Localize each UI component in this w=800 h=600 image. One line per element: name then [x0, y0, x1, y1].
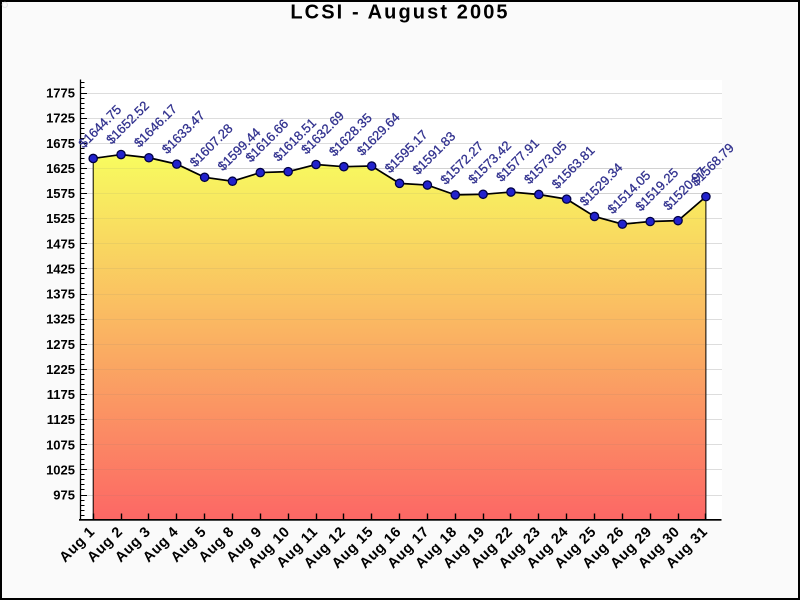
svg-text:1325: 1325	[46, 312, 75, 327]
svg-text:1575: 1575	[46, 186, 75, 201]
svg-text:LCSI - August 2005: LCSI - August 2005	[290, 2, 509, 24]
svg-text:1275: 1275	[46, 337, 75, 352]
svg-text:1775: 1775	[46, 86, 75, 101]
svg-text:1225: 1225	[46, 362, 75, 377]
svg-text:1075: 1075	[46, 437, 75, 452]
svg-text:1025: 1025	[46, 462, 75, 477]
svg-text:975: 975	[53, 488, 75, 503]
svg-text:1525: 1525	[46, 211, 75, 226]
svg-text:1125: 1125	[47, 412, 75, 427]
svg-text:1175: 1175	[47, 387, 75, 402]
svg-text:1625: 1625	[46, 161, 75, 176]
svg-text:1725: 1725	[46, 111, 75, 126]
svg-text:1475: 1475	[46, 236, 75, 251]
svg-text:1425: 1425	[46, 261, 75, 276]
svg-text:1375: 1375	[46, 287, 75, 302]
svg-text:1675: 1675	[46, 136, 75, 151]
